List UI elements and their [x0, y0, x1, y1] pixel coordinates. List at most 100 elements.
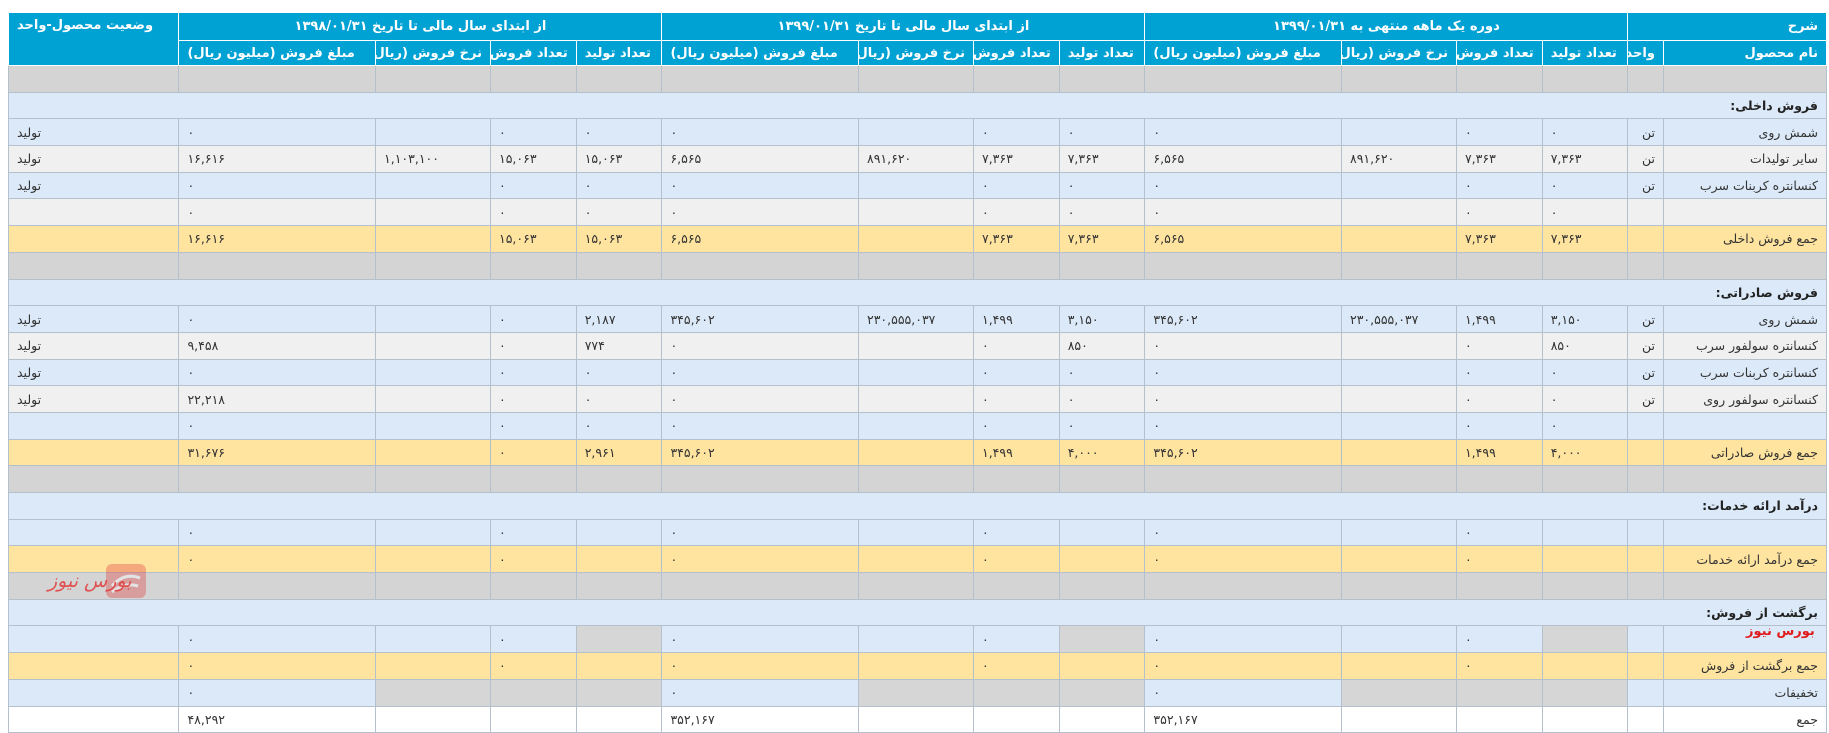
value-cell: ۰ [1144, 652, 1342, 680]
subtotal-row: جمع فروش صادراتی ۴,۰۰۰ ۱,۴۹۹ ۳۴۵,۶۰۲ ۴,۰۰۰ ۱,… [7, 438, 1828, 467]
value-cell: ۰ [972, 518, 1060, 547]
subtotal-row: جمع برگشت از فروش ۰ ۰ ۰ ۰ ۰ ۰ [7, 652, 1828, 680]
unit-cell: تن [1627, 118, 1664, 147]
value-cell [490, 705, 577, 733]
value-cell: ۰ [575, 411, 663, 440]
value-cell [178, 465, 377, 493]
status-cell [7, 465, 180, 493]
value-cell: ۰ [1144, 171, 1342, 200]
watermark-logo-text: بورس نیوز [48, 570, 132, 592]
value-cell [1541, 572, 1629, 600]
value-cell: ۰ [1144, 545, 1342, 574]
value-cell [1340, 225, 1457, 253]
value-cell: ۱,۴۹۹ [1455, 438, 1543, 467]
value-cell: ۸۹۱,۶۲۰ [1340, 145, 1457, 173]
value-cell: ۷,۳۶۳ [1541, 145, 1629, 173]
unit-cell [1627, 251, 1664, 280]
value-cell [1144, 65, 1342, 93]
value-cell [1541, 545, 1629, 574]
value-cell: ۰ [490, 358, 577, 387]
value-cell [972, 678, 1060, 707]
value-cell [858, 225, 974, 253]
value-cell [575, 652, 663, 680]
value-cell [575, 705, 663, 733]
value-cell: ۸۹۱,۶۲۰ [858, 145, 974, 173]
value-cell [858, 545, 974, 574]
value-cell: ۰ [1455, 545, 1543, 574]
product-name-cell: جمع برگشت از فروش [1662, 652, 1828, 680]
section-title: فروش داخلی: [8, 91, 1827, 120]
value-cell [490, 572, 577, 600]
value-cell [375, 545, 491, 574]
unit-cell: تن [1627, 171, 1664, 200]
unit-cell [1627, 545, 1664, 574]
value-cell [858, 171, 974, 200]
value-cell [1340, 198, 1457, 227]
value-cell [575, 518, 663, 547]
value-cell: ۰ [490, 652, 577, 680]
value-cell [375, 705, 491, 733]
value-cell [1541, 251, 1629, 280]
header-sales-amount: مبلغ فروش (میلیون ریال) [178, 40, 377, 66]
value-cell: ۰ [661, 625, 859, 654]
value-cell [375, 358, 491, 387]
value-cell [1340, 438, 1457, 467]
unit-cell [1627, 438, 1664, 467]
value-cell: ۰ [178, 545, 377, 574]
value-cell: ۰ [1455, 411, 1543, 440]
status-cell: تولید [7, 171, 180, 200]
value-cell: ۰ [490, 385, 577, 413]
value-cell: ۲۲,۲۱۸ [178, 385, 377, 413]
value-cell [858, 518, 974, 547]
header-description: شرح [1627, 12, 1827, 41]
value-cell: ۰ [490, 518, 577, 547]
header-production-qty: تعداد تولید [575, 40, 663, 66]
unit-cell [1627, 411, 1664, 440]
value-cell [1541, 705, 1629, 733]
value-cell: ۰ [1455, 331, 1543, 360]
value-cell [1541, 65, 1629, 93]
unit-cell [1627, 678, 1664, 707]
value-cell [1058, 518, 1146, 547]
value-cell: ۰ [1541, 411, 1629, 440]
value-cell: ۰ [178, 518, 377, 547]
value-cell [1340, 678, 1457, 707]
section-title: درآمد ارائه خدمات: [8, 492, 1827, 520]
value-cell [375, 65, 491, 93]
value-cell: ۶,۵۶۵ [661, 225, 859, 253]
value-cell: ۰ [178, 358, 377, 387]
header-product-status: وضعیت محصول-واحد [7, 12, 180, 66]
product-name-cell: سایر تولیدات [1662, 145, 1828, 173]
value-cell: ۱,۱۰۳,۱۰۰ [375, 145, 491, 173]
value-cell: ۱۵,۰۶۳ [490, 145, 577, 173]
value-cell: ۰ [972, 545, 1060, 574]
value-cell [1058, 705, 1146, 733]
value-cell: ۰ [1541, 385, 1629, 413]
value-cell: ۰ [1144, 118, 1342, 147]
value-cell [858, 438, 974, 467]
value-cell [1058, 465, 1146, 493]
brand-label: بورس نیوز [1746, 624, 1815, 639]
header-ytd-1398: از ابتدای سال مالی تا تاریخ ۱۳۹۸/۰۱/۳۱ [178, 12, 663, 41]
value-cell: ۰ [1455, 385, 1543, 413]
value-cell [490, 678, 577, 707]
value-cell: ۰ [1541, 198, 1629, 227]
value-cell [1455, 65, 1543, 93]
unit-cell [1627, 465, 1664, 493]
value-cell: ۹,۴۵۸ [178, 331, 377, 360]
value-cell: ۰ [972, 171, 1060, 200]
value-cell [661, 251, 859, 280]
value-cell: ۲,۱۸۷ [575, 305, 663, 333]
header-ytd-1399: از ابتدای سال مالی تا تاریخ ۱۳۹۹/۰۱/۳۱ [661, 12, 1146, 41]
value-cell: ۰ [1455, 198, 1543, 227]
value-cell: ۰ [490, 438, 577, 467]
value-cell: ۳,۱۵۰ [1058, 305, 1146, 333]
value-cell [575, 545, 663, 574]
value-cell [972, 705, 1060, 733]
section-title: برگشت از فروش: [8, 598, 1827, 627]
header-sales-qty: تعداد فروش [972, 40, 1060, 66]
table-row: جمع ۳۵۲,۱۶۷ ۳۵۲,۱۶۷ ۴۸,۲۹۲ [7, 705, 1828, 733]
value-cell [972, 65, 1060, 93]
value-cell: ۳,۱۵۰ [1541, 305, 1629, 333]
